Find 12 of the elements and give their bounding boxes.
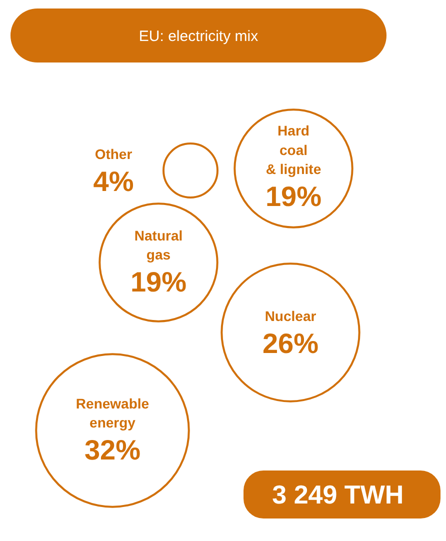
category-label: Renewable energy	[76, 395, 150, 430]
data-label: 4%	[93, 166, 134, 197]
category-label: Nuclear	[264, 308, 317, 324]
data-label: 32%	[84, 434, 141, 466]
text: EU: electricity mix	[138, 28, 259, 45]
data-label: 19%	[130, 266, 187, 298]
data-label: 26%	[262, 328, 319, 359]
category-label: Hard coal & lignite	[266, 122, 322, 177]
text: 3 249 TWH	[272, 480, 404, 510]
category-label: Other	[94, 146, 133, 162]
category-label: Natural gas	[134, 227, 183, 262]
data-label: 19%	[265, 181, 322, 212]
